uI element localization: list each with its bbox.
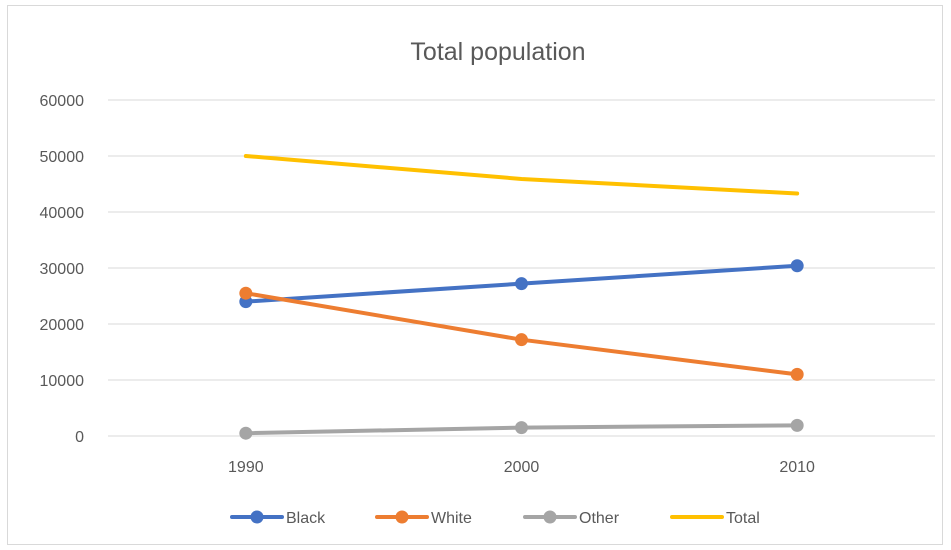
x-axis-tick-labels: 1990 2000 2010 [228, 459, 815, 476]
gridlines [108, 99, 935, 437]
y-tick-label: 20000 [40, 317, 85, 334]
y-tick-label: 10000 [40, 373, 85, 390]
legend-label-total: Total [726, 510, 760, 527]
series-line-total [243, 154, 800, 196]
legend-marker-other [543, 510, 557, 524]
data-point-white [790, 367, 804, 381]
x-tick-label: 2010 [779, 459, 815, 476]
y-tick-label: 40000 [40, 205, 85, 222]
legend-label-other: Other [579, 510, 620, 527]
data-point-other [239, 426, 253, 440]
data-point-white [239, 286, 253, 300]
legend-marker-white [395, 510, 409, 524]
legend: Black White Other Total [230, 510, 760, 527]
y-tick-label: 60000 [40, 93, 85, 110]
y-tick-label: 0 [75, 429, 84, 446]
x-tick-label: 2000 [504, 459, 540, 476]
x-tick-label: 1990 [228, 459, 264, 476]
chart-area [7, 5, 943, 545]
series-lines [239, 154, 804, 440]
data-point-black [515, 277, 528, 291]
legend-marker-black [250, 510, 264, 524]
y-axis-tick-labels: 0 10000 20000 30000 40000 50000 60000 [40, 93, 85, 446]
data-point-other [790, 418, 804, 432]
data-point-white [515, 333, 528, 347]
data-point-black [790, 259, 804, 273]
y-tick-label: 50000 [40, 149, 85, 166]
chart-title: Total population [410, 38, 585, 66]
data-point-other [515, 421, 528, 435]
y-tick-label: 30000 [40, 261, 85, 278]
legend-label-black: Black [286, 510, 326, 527]
legend-label-white: White [431, 510, 472, 527]
